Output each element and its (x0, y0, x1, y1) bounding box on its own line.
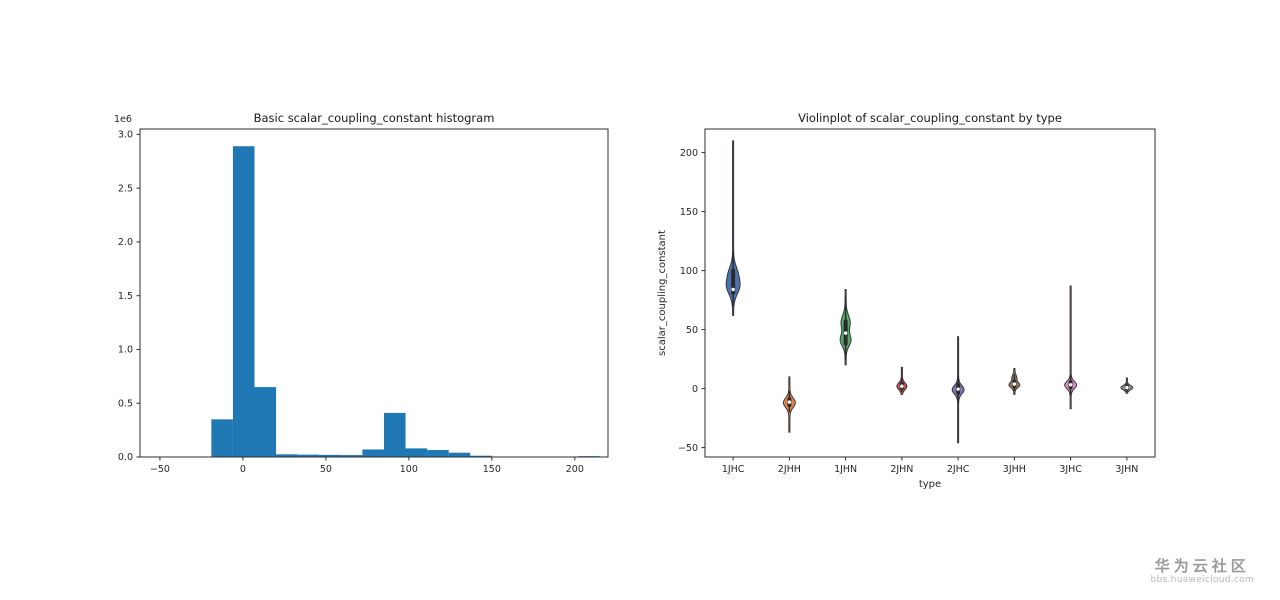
y-axis-offset-label: 1e6 (114, 114, 132, 125)
svg-text:1.5: 1.5 (118, 291, 133, 302)
svg-text:3.0: 3.0 (118, 130, 133, 141)
svg-text:50: 50 (320, 464, 332, 475)
svg-text:2JHH: 2JHH (778, 464, 801, 475)
violin-1JHC (725, 140, 741, 316)
violins (725, 140, 1134, 444)
svg-text:0: 0 (240, 464, 246, 475)
svg-text:100: 100 (680, 266, 698, 277)
watermark-url: bbs.huaweicloud.com (1150, 575, 1254, 585)
svg-text:0.0: 0.0 (118, 452, 133, 463)
watermark-text: 华为云社区 (1154, 557, 1250, 575)
svg-text:200: 200 (680, 148, 698, 159)
svg-text:50: 50 (686, 325, 698, 336)
svg-text:0: 0 (692, 384, 698, 395)
svg-text:3JHH: 3JHH (1003, 464, 1026, 475)
svg-text:1JHC: 1JHC (722, 464, 745, 475)
svg-text:2JHN: 2JHN (890, 464, 913, 475)
svg-text:−50: −50 (678, 443, 698, 454)
svg-text:100: 100 (400, 464, 418, 475)
svg-text:1JHN: 1JHN (834, 464, 857, 475)
svg-text:2.0: 2.0 (118, 237, 133, 248)
histogram-bars (211, 146, 600, 458)
svg-text:3JHN: 3JHN (1115, 464, 1138, 475)
svg-text:2.5: 2.5 (118, 183, 133, 194)
svg-text:−50: −50 (150, 464, 170, 475)
histogram-title: Basic scalar_coupling_constant histogram (253, 111, 495, 125)
violinplot-title: Violinplot of scalar_coupling_constant b… (798, 111, 1062, 125)
svg-text:0.5: 0.5 (118, 398, 133, 409)
histogram-ticks: −50 0 50 100 150 200 0.0 0.5 1.0 1.5 2.0 2.5 3.0 (118, 130, 584, 475)
svg-text:1.0: 1.0 (118, 345, 133, 356)
violinplot-axes-frame (704, 128, 1156, 458)
histogram-axes-frame (139, 128, 609, 458)
svg-text:150: 150 (483, 464, 501, 475)
x-axis-label: type (919, 479, 941, 490)
svg-text:3JHC: 3JHC (1059, 464, 1082, 475)
svg-text:200: 200 (566, 464, 584, 475)
histogram-plot: −50 0 50 100 150 200 0.0 0.5 1.0 1.5 2.0 2.5 3.0 1e6 (114, 114, 609, 475)
violin-3JHC (1064, 285, 1078, 410)
y-axis-label: scalar_coupling_constant (657, 230, 668, 356)
svg-text:2JHC: 2JHC (947, 464, 970, 475)
svg-text:150: 150 (680, 207, 698, 218)
watermark: 华为云社区 bbs.huaweicloud.com (1151, 557, 1254, 586)
violinplot-plot: 1JHC 2JHH 1JHN 2JHN 2JHC 3JHH 3JHC 3JHN −50 0 50 10… (657, 128, 1156, 490)
